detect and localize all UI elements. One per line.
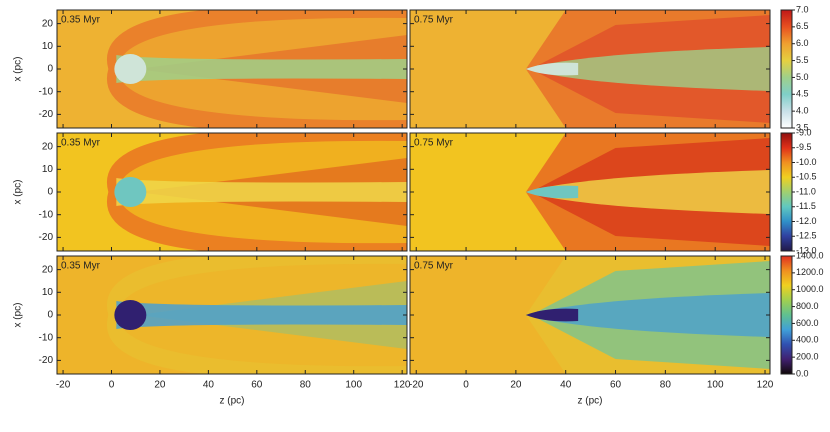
x-tick-label: 40 (203, 380, 215, 391)
jet (116, 55, 407, 83)
x-tick-label: 40 (560, 380, 572, 391)
colorbar-tick-label: 4.5 (796, 89, 809, 99)
x-tick-label: -20 (409, 380, 424, 391)
jet-head (114, 177, 147, 207)
simulation-image (410, 133, 770, 251)
colorbar-tick-label: 400.0 (796, 335, 819, 345)
y-tick-label: 0 (47, 310, 53, 321)
y-tick-label: -20 (39, 109, 54, 120)
time-label: 0.35 Myr (61, 261, 101, 272)
colorbar-tick-label: 0.0 (796, 368, 809, 378)
colorbar-tick-label: 5.0 (796, 72, 809, 82)
colorbar-tick-label: -11.5 (796, 201, 816, 211)
colorbar-tick-label: -9.5 (796, 142, 812, 152)
y-tick-label: 0 (47, 64, 53, 75)
jet (116, 301, 407, 329)
colorbar-tick-label: 5.5 (796, 55, 809, 65)
x-tick-label: 120 (394, 380, 411, 391)
colorbar (780, 132, 793, 252)
time-label: 0.75 Myr (414, 138, 454, 149)
simulation-image (410, 256, 770, 374)
colorbar-tick-label: -13.0 (796, 245, 817, 255)
y-tick-label: -10 (39, 209, 54, 220)
y-tick-label: -20 (39, 355, 54, 366)
simulation-image (57, 133, 407, 251)
x-tick-label: 0 (109, 380, 115, 391)
jet-head (114, 300, 147, 330)
colorbar-tick-label: 6.0 (796, 38, 809, 48)
jet (525, 293, 770, 337)
simulation-image (410, 10, 770, 128)
colorbar-tick-label: 1000.0 (796, 284, 824, 294)
colorbar-tick-label: 600.0 (796, 318, 819, 328)
colorbar-tick-label: -10.5 (796, 172, 817, 182)
y-tick-label: 20 (42, 18, 54, 29)
x-tick-label: 120 (757, 380, 774, 391)
time-label: 0.35 Myr (61, 138, 101, 149)
y-axis-label: x (pc) (13, 57, 24, 82)
x-tick-label: -20 (56, 380, 71, 391)
colorbar-tick-label: -12.5 (796, 231, 817, 241)
jet-head (525, 185, 579, 199)
y-tick-label: 20 (42, 264, 54, 275)
x-tick-label: 20 (510, 380, 522, 391)
x-tick-label: 20 (154, 380, 166, 391)
x-tick-label: 0 (463, 380, 469, 391)
time-label: 0.35 Myr (61, 15, 101, 26)
y-tick-label: -20 (39, 232, 54, 243)
jet-head (525, 308, 579, 322)
colorbar-tick-label: 7.0 (796, 4, 809, 14)
colorbar-tick-label: 6.5 (796, 21, 809, 31)
y-tick-label: -10 (39, 86, 54, 97)
x-tick-label: 100 (707, 380, 724, 391)
colorbar (780, 9, 793, 129)
colorbar-tick-label: 800.0 (796, 301, 819, 311)
colorbar-tick-label: 1200.0 (796, 267, 824, 277)
x-tick-label: 80 (660, 380, 672, 391)
time-label: 0.75 Myr (414, 15, 454, 26)
y-tick-label: 10 (42, 164, 54, 175)
x-tick-label: 100 (345, 380, 362, 391)
x-tick-label: 60 (610, 380, 622, 391)
colorbar-tick-label: -11.0 (796, 186, 816, 196)
time-label: 0.75 Myr (414, 261, 454, 272)
colorbar-tick-label: 4.0 (796, 106, 809, 116)
x-axis-label: z (pc) (578, 396, 603, 407)
x-tick-label: 60 (251, 380, 263, 391)
jet-head (525, 62, 579, 76)
x-tick-label: 80 (300, 380, 312, 391)
colorbar-tick-label: 200.0 (796, 352, 819, 362)
jet (525, 47, 770, 91)
colorbar-tick-label: 3.5 (796, 122, 809, 132)
x-axis-label: z (pc) (220, 396, 245, 407)
y-tick-label: 10 (42, 287, 54, 298)
y-axis-label: x (pc) (13, 180, 24, 205)
colorbar-tick-label: 1400.0 (796, 250, 824, 260)
jet-head (114, 54, 147, 84)
colorbar-tick-label: -12.0 (796, 216, 817, 226)
y-tick-label: 0 (47, 187, 53, 198)
colorbar-tick-label: -10.0 (796, 157, 817, 167)
jet (525, 170, 770, 214)
jet (116, 178, 407, 206)
y-tick-label: -10 (39, 332, 54, 343)
y-axis-label: x (pc) (13, 303, 24, 328)
colorbar-tick-label: -9.0 (796, 127, 812, 137)
simulation-image (57, 10, 407, 128)
simulation-image (57, 256, 407, 374)
y-tick-label: 10 (42, 41, 54, 52)
colorbar (780, 255, 793, 375)
y-tick-label: 20 (42, 141, 54, 152)
